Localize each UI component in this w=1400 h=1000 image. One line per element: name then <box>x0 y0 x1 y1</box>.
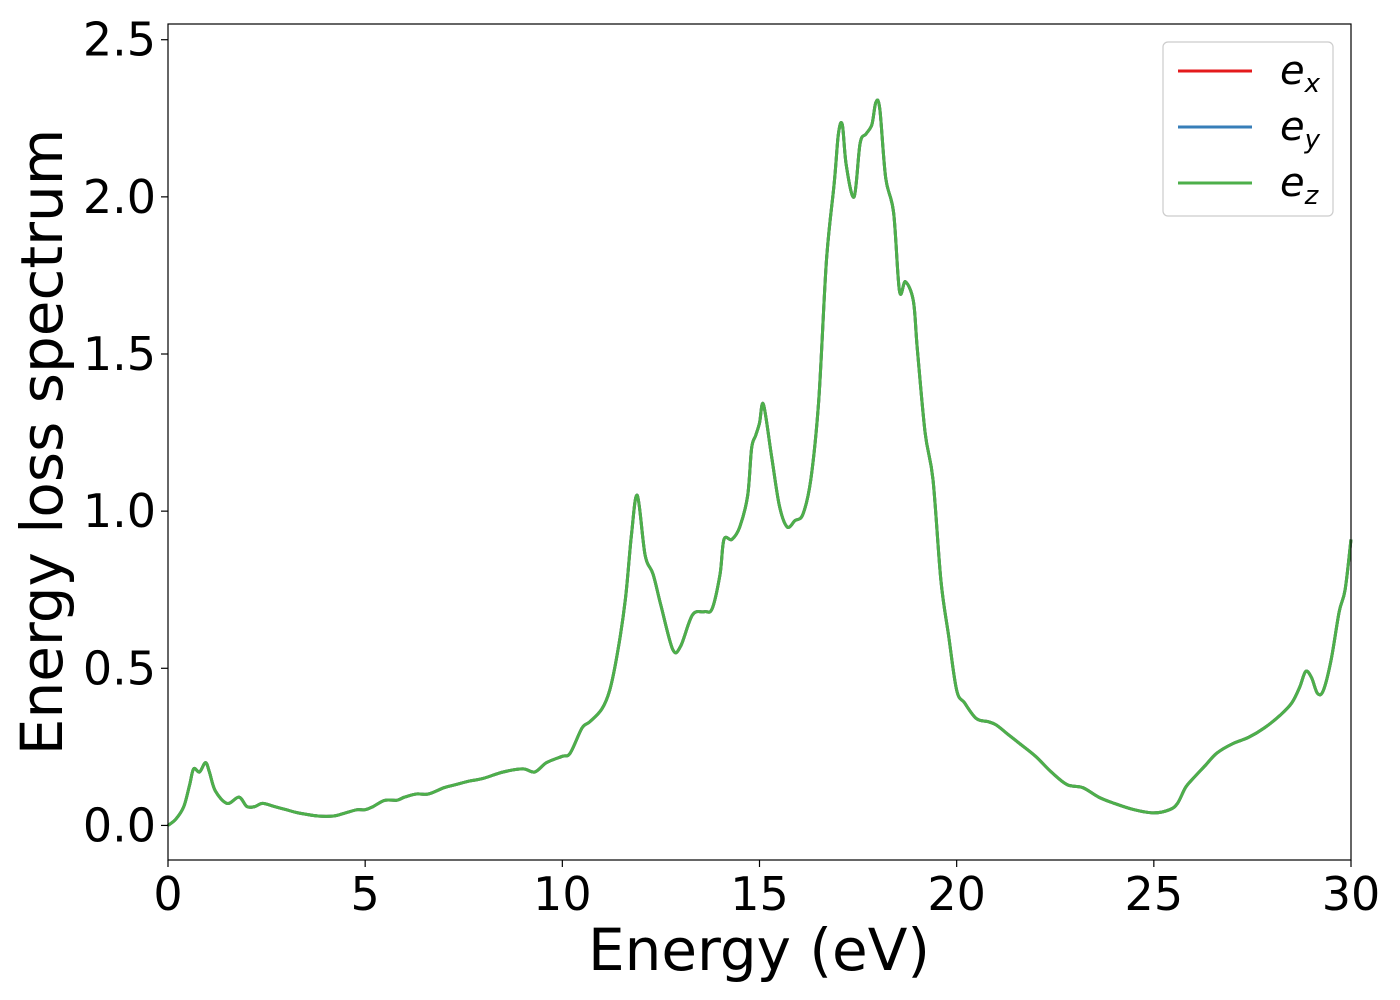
y-tick-label: 0.0 <box>83 798 156 852</box>
x-tick-label: 15 <box>730 867 789 921</box>
legend-label-e-x: ex <box>1280 48 1321 99</box>
x-tick-label: 10 <box>533 867 592 921</box>
y-tick-label: 2.5 <box>83 13 156 67</box>
y-tick-label: 0.5 <box>83 641 156 695</box>
x-axis-ticks: 0 5 10 15 20 25 30 <box>153 860 1380 921</box>
x-tick-label: 0 <box>153 867 182 921</box>
legend-label-e-y: ey <box>1280 104 1321 155</box>
y-tick-label: 2.0 <box>83 170 156 224</box>
legend-box <box>1162 41 1334 217</box>
y-tick-label: 1.5 <box>83 327 156 381</box>
x-tick-label: 30 <box>1322 867 1381 921</box>
x-axis-label: Energy (eV) <box>588 916 930 984</box>
plot-area <box>168 24 1351 860</box>
y-axis-ticks: 0.0 0.5 1.0 1.5 2.0 2.5 <box>83 13 168 852</box>
series-line-e-z <box>167 98 1353 827</box>
y-tick-label: 1.0 <box>83 484 156 538</box>
legend-label-e-z: ez <box>1280 160 1320 211</box>
x-tick-label: 20 <box>927 867 986 921</box>
x-tick-label: 5 <box>351 867 380 921</box>
series-layer <box>167 98 1353 827</box>
x-tick-label: 25 <box>1125 867 1184 921</box>
y-axis-label: Energy loss spectrum <box>8 129 76 755</box>
